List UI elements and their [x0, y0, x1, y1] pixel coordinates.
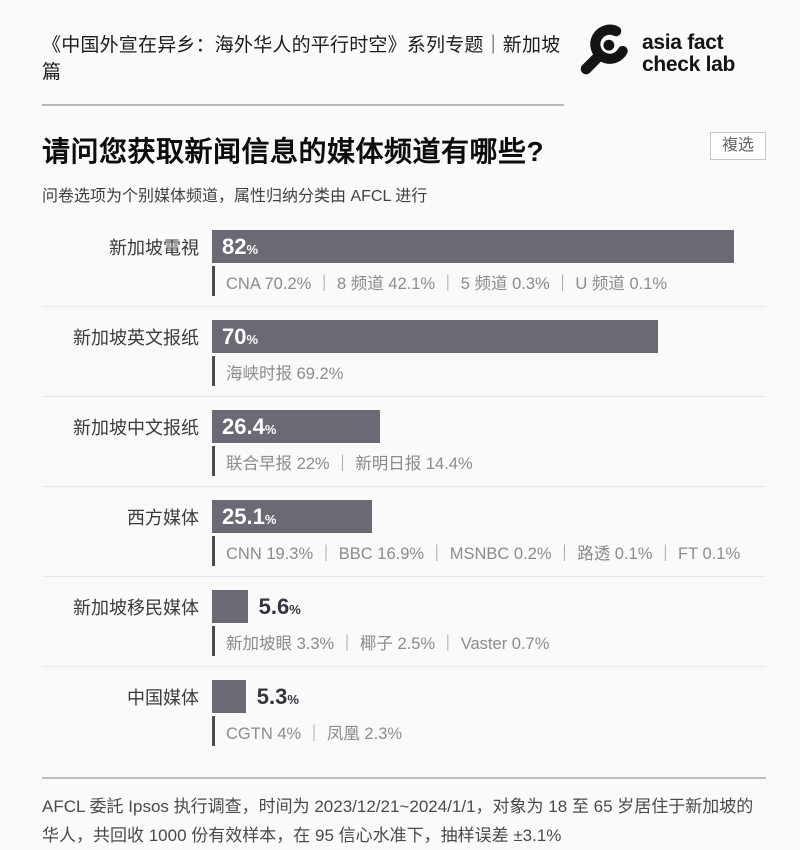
- series-title: 《中国外宣在异乡：海外华人的平行时空》系列专题｜新加坡篇: [42, 35, 561, 83]
- afcl-logo: asia fact check lab: [574, 20, 766, 87]
- chart-row-main: 中国媒体 5.3%: [42, 680, 766, 713]
- category-label: 新加坡電視: [109, 237, 199, 258]
- bar: [212, 590, 248, 623]
- bar-value-outside: 5.3%: [256, 683, 299, 709]
- bar-chart: 新加坡電視 82% CNA 70.2% ｜ 8 频道 42.1% ｜ 5 频道 …: [42, 230, 766, 756]
- chart-row: 新加坡中文报纸 26.4% 联合早报 22% ｜ 新明日报 14.4%: [42, 410, 766, 487]
- bar: 70%: [212, 320, 658, 353]
- chart-row: 西方媒体 25.1% CNN 19.3% ｜ BBC 16.9% ｜ MSNBC…: [42, 500, 766, 577]
- bar-value-inside: 25.1%: [222, 503, 277, 529]
- bar: [212, 680, 246, 713]
- question-header: 请问您获取新闻信息的媒体频道有哪些? 複选: [42, 130, 766, 170]
- logo-line-1: asia fact: [642, 30, 724, 54]
- breakdown-label: 联合早报 22% ｜ 新明日报 14.4%: [212, 446, 766, 476]
- magnifier-logo-icon: [574, 20, 636, 87]
- bar-track: 5.3%: [212, 680, 766, 713]
- header-divider: [42, 104, 564, 106]
- chart-row: 新加坡電視 82% CNA 70.2% ｜ 8 频道 42.1% ｜ 5 频道 …: [42, 230, 766, 307]
- bar-value-inside: 26.4%: [222, 413, 277, 439]
- category-label: 中国媒体: [127, 687, 199, 708]
- breakdown-label: 新加坡眼 3.3% ｜ 椰子 2.5% ｜ Vaster 0.7%: [212, 626, 766, 656]
- logo-line-2: check lab: [642, 52, 736, 76]
- category-label: 新加坡中文报纸: [73, 417, 199, 438]
- chart-row-main: 新加坡移民媒体 5.6%: [42, 590, 766, 623]
- chart-row-main: 新加坡英文报纸 70%: [42, 320, 766, 353]
- methodology-note: AFCL 委託 Ipsos 执行调查，时间为 2023/12/21~2024/1…: [42, 797, 754, 845]
- bar-value-inside: 82%: [222, 233, 259, 259]
- page-subtitle: 问卷选项为个别媒体频道，属性归纳分类由 AFCL 进行: [42, 188, 428, 205]
- header-left: 《中国外宣在异乡：海外华人的平行时空》系列专题｜新加坡篇: [42, 20, 574, 106]
- breakdown-label: CGTN 4% ｜ 凤凰 2.3%: [212, 716, 766, 746]
- bar-value-inside: 70%: [222, 323, 259, 349]
- bar-value-outside: 5.6%: [258, 593, 301, 619]
- footer: AFCL 委託 Ipsos 执行调查，时间为 2023/12/21~2024/1…: [42, 777, 766, 850]
- infographic-page: 《中国外宣在异乡：海外华人的平行时空》系列专题｜新加坡篇 asia fact c…: [42, 20, 766, 845]
- bar-track: 70%: [212, 320, 766, 353]
- chart-row: 新加坡移民媒体 5.6% 新加坡眼 3.3% ｜ 椰子 2.5% ｜ Vaste…: [42, 590, 766, 667]
- bar-track: 5.6%: [212, 590, 766, 623]
- header: 《中国外宣在异乡：海外华人的平行时空》系列专题｜新加坡篇 asia fact c…: [42, 20, 766, 106]
- breakdown-label: CNN 19.3% ｜ BBC 16.9% ｜ MSNBC 0.2% ｜ 路透 …: [212, 536, 766, 566]
- chart-row: 中国媒体 5.3% CGTN 4% ｜ 凤凰 2.3%: [42, 680, 766, 756]
- multiple-choice-badge: 複选: [709, 132, 766, 160]
- bar: 82%: [212, 230, 735, 263]
- breakdown-label: 海峡时报 69.2%: [212, 356, 766, 386]
- category-label: 新加坡英文报纸: [73, 327, 199, 348]
- chart-row-main: 西方媒体 25.1%: [42, 500, 766, 533]
- logo-text: asia fact check lab: [642, 30, 736, 76]
- breakdown-label: CNA 70.2% ｜ 8 频道 42.1% ｜ 5 频道 0.3% ｜ U 频…: [212, 266, 766, 296]
- bar-track: 82%: [212, 230, 766, 263]
- bar-track: 26.4%: [212, 410, 766, 443]
- chart-row: 新加坡英文报纸 70% 海峡时报 69.2%: [42, 320, 766, 397]
- bar: 25.1%: [212, 500, 372, 533]
- category-label: 新加坡移民媒体: [73, 597, 199, 618]
- bar: 26.4%: [212, 410, 381, 443]
- bar-track: 25.1%: [212, 500, 766, 533]
- category-label: 西方媒体: [127, 507, 199, 528]
- chart-row-main: 新加坡中文报纸 26.4%: [42, 410, 766, 443]
- chart-row-main: 新加坡電視 82%: [42, 230, 766, 263]
- page-title: 请问您获取新闻信息的媒体频道有哪些?: [42, 136, 545, 167]
